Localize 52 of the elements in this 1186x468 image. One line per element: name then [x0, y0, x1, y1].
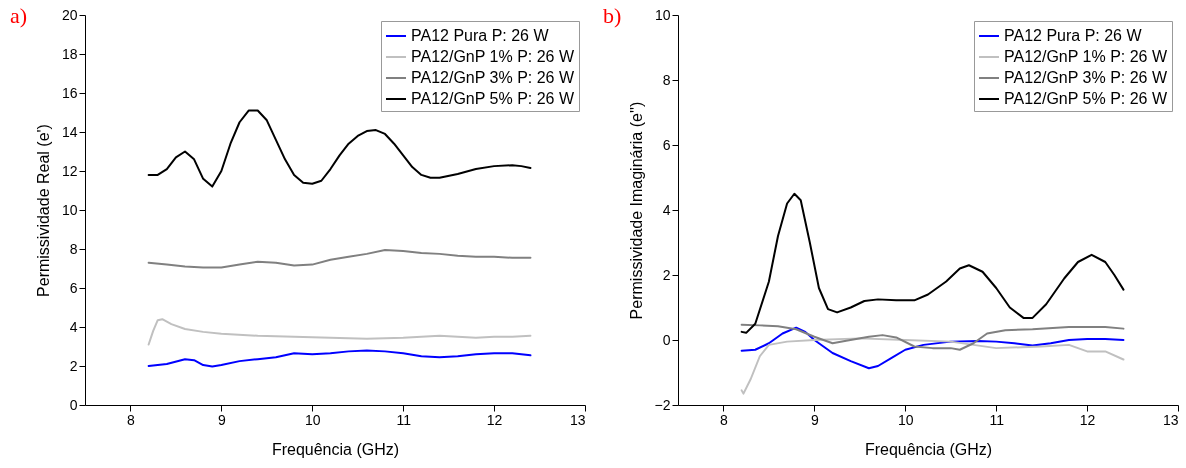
x-axis-title: Frequência (GHz)	[864, 440, 993, 458]
x-tick-label: 8	[127, 411, 136, 428]
y-tick-label: 0	[69, 396, 78, 413]
x-axis-title: Frequência (GHz)	[271, 440, 400, 458]
y-tick-label: 6	[662, 136, 671, 153]
legend-label: PA12/GnP 5% P: 26 W	[411, 90, 575, 107]
x-tick-label: 13	[1162, 411, 1179, 428]
y-axis-title: Permissividade Imaginária (e'')	[627, 101, 645, 320]
legend-label: PA12/GnP 1% P: 26 W	[1004, 48, 1168, 65]
y-tick-label: 6	[69, 279, 78, 296]
y-tick-label: 0	[662, 331, 671, 348]
legend-label: PA12/GnP 3% P: 26 W	[411, 69, 575, 86]
x-tick-label: 9	[810, 411, 819, 428]
x-tick-label: 10	[897, 411, 914, 428]
y-axis-title: Permissividade Real (e')	[34, 124, 52, 297]
x-tick-label: 9	[217, 411, 226, 428]
line-series	[740, 326, 1125, 370]
y-tick-label: 4	[69, 318, 78, 335]
chart-title: a)	[10, 3, 28, 28]
x-tick-label: 13	[569, 411, 586, 428]
line-series	[147, 318, 532, 346]
y-tick-label: 20	[61, 6, 78, 23]
y-tick-label: 18	[61, 45, 78, 62]
y-tick-label: 8	[69, 240, 78, 257]
y-tick-label: 2	[69, 357, 78, 374]
legend-label: PA12/GnP 5% P: 26 W	[1004, 90, 1168, 107]
y-tick-label: 2	[662, 266, 671, 283]
y-tick-label: 4	[662, 201, 671, 218]
x-tick-label: 11	[396, 411, 412, 428]
y-tick-label: 16	[61, 84, 78, 101]
legend-label: PA12/GnP 3% P: 26 W	[1004, 69, 1168, 86]
y-tick-label: −2	[654, 396, 671, 413]
line-series	[147, 109, 532, 188]
legend-label: PA12 Pura P: 26 W	[1004, 27, 1143, 44]
y-tick-label: 14	[61, 123, 78, 140]
y-tick-label: 12	[61, 162, 78, 179]
line-series	[740, 323, 1125, 351]
line-series	[147, 349, 532, 368]
chart-title: b)	[603, 3, 622, 28]
y-tick-label: 10	[61, 201, 78, 218]
x-tick-label: 12	[1079, 411, 1096, 428]
x-tick-label: 10	[304, 411, 321, 428]
legend-label: PA12/GnP 1% P: 26 W	[411, 48, 575, 65]
y-tick-label: 8	[662, 71, 671, 88]
line-series	[147, 248, 532, 269]
y-tick-label: 10	[654, 6, 671, 23]
x-tick-label: 11	[989, 411, 1005, 428]
x-tick-label: 12	[486, 411, 503, 428]
legend-label: PA12 Pura P: 26 W	[411, 27, 550, 44]
line-series	[740, 192, 1125, 334]
line-series	[740, 337, 1125, 395]
x-tick-label: 8	[720, 411, 729, 428]
